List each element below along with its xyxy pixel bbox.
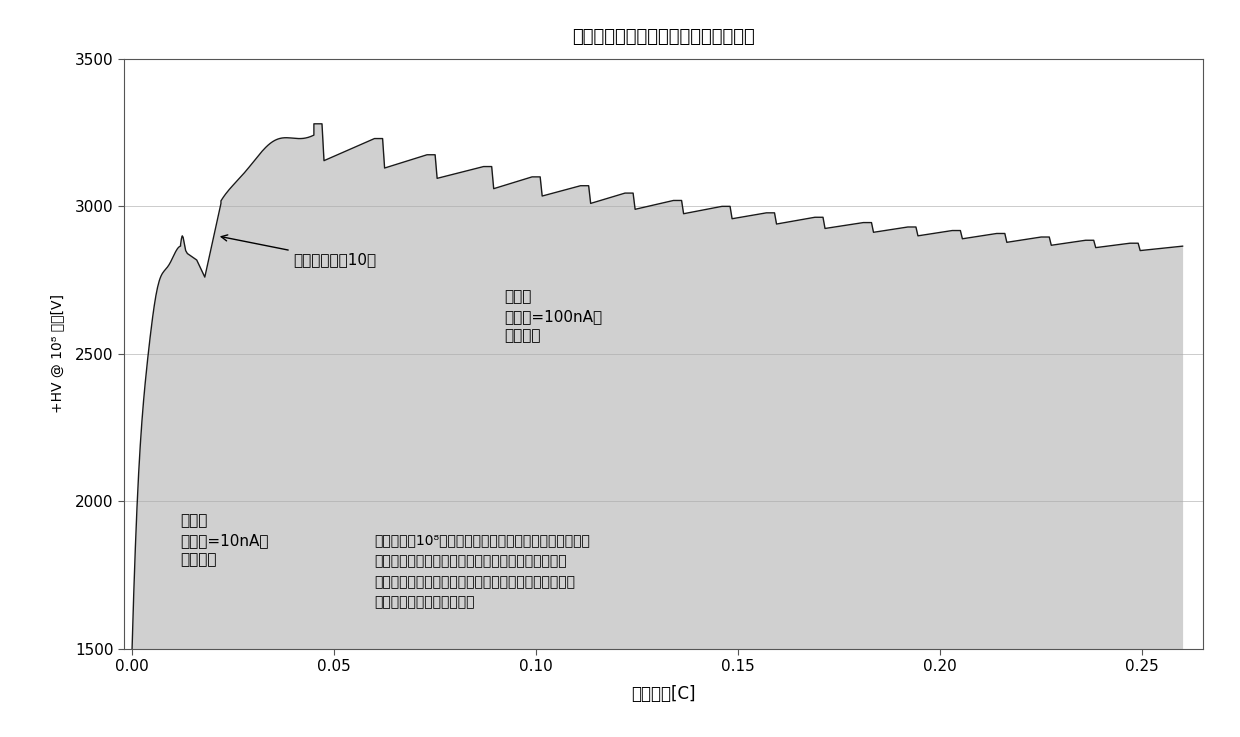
Text: 高暴露
（输出=100nA）
增益恢复: 高暴露 （输出=100nA） 增益恢复 [503, 289, 601, 343]
Text: 曲线图显示10⁸增益所需电压随使用而变化。这是碳沉积
到发射表面上的结果。在低暴露下的初始增益衰减之
后，增益在高暴露下开始恢复。这是由于污染物变得耗
尽，并且: 曲线图显示10⁸增益所需电压随使用而变化。这是碳沉积 到发射表面上的结果。在低暴… [374, 534, 590, 609]
Y-axis label: +HV @ 10⁸ 增益[V]: +HV @ 10⁸ 增益[V] [50, 294, 63, 413]
Text: 低暴露
（输出=10nA）
增益衰减: 低暴露 （输出=10nA） 增益衰减 [181, 513, 269, 567]
Title: 初始增益衰减后的典型检测器增益恢复: 初始增益衰减后的典型检测器增益恢复 [572, 28, 755, 46]
X-axis label: 累积电荷[C]: 累积电荷[C] [631, 685, 696, 703]
Text: 输入电流增加10倍: 输入电流增加10倍 [221, 235, 377, 267]
